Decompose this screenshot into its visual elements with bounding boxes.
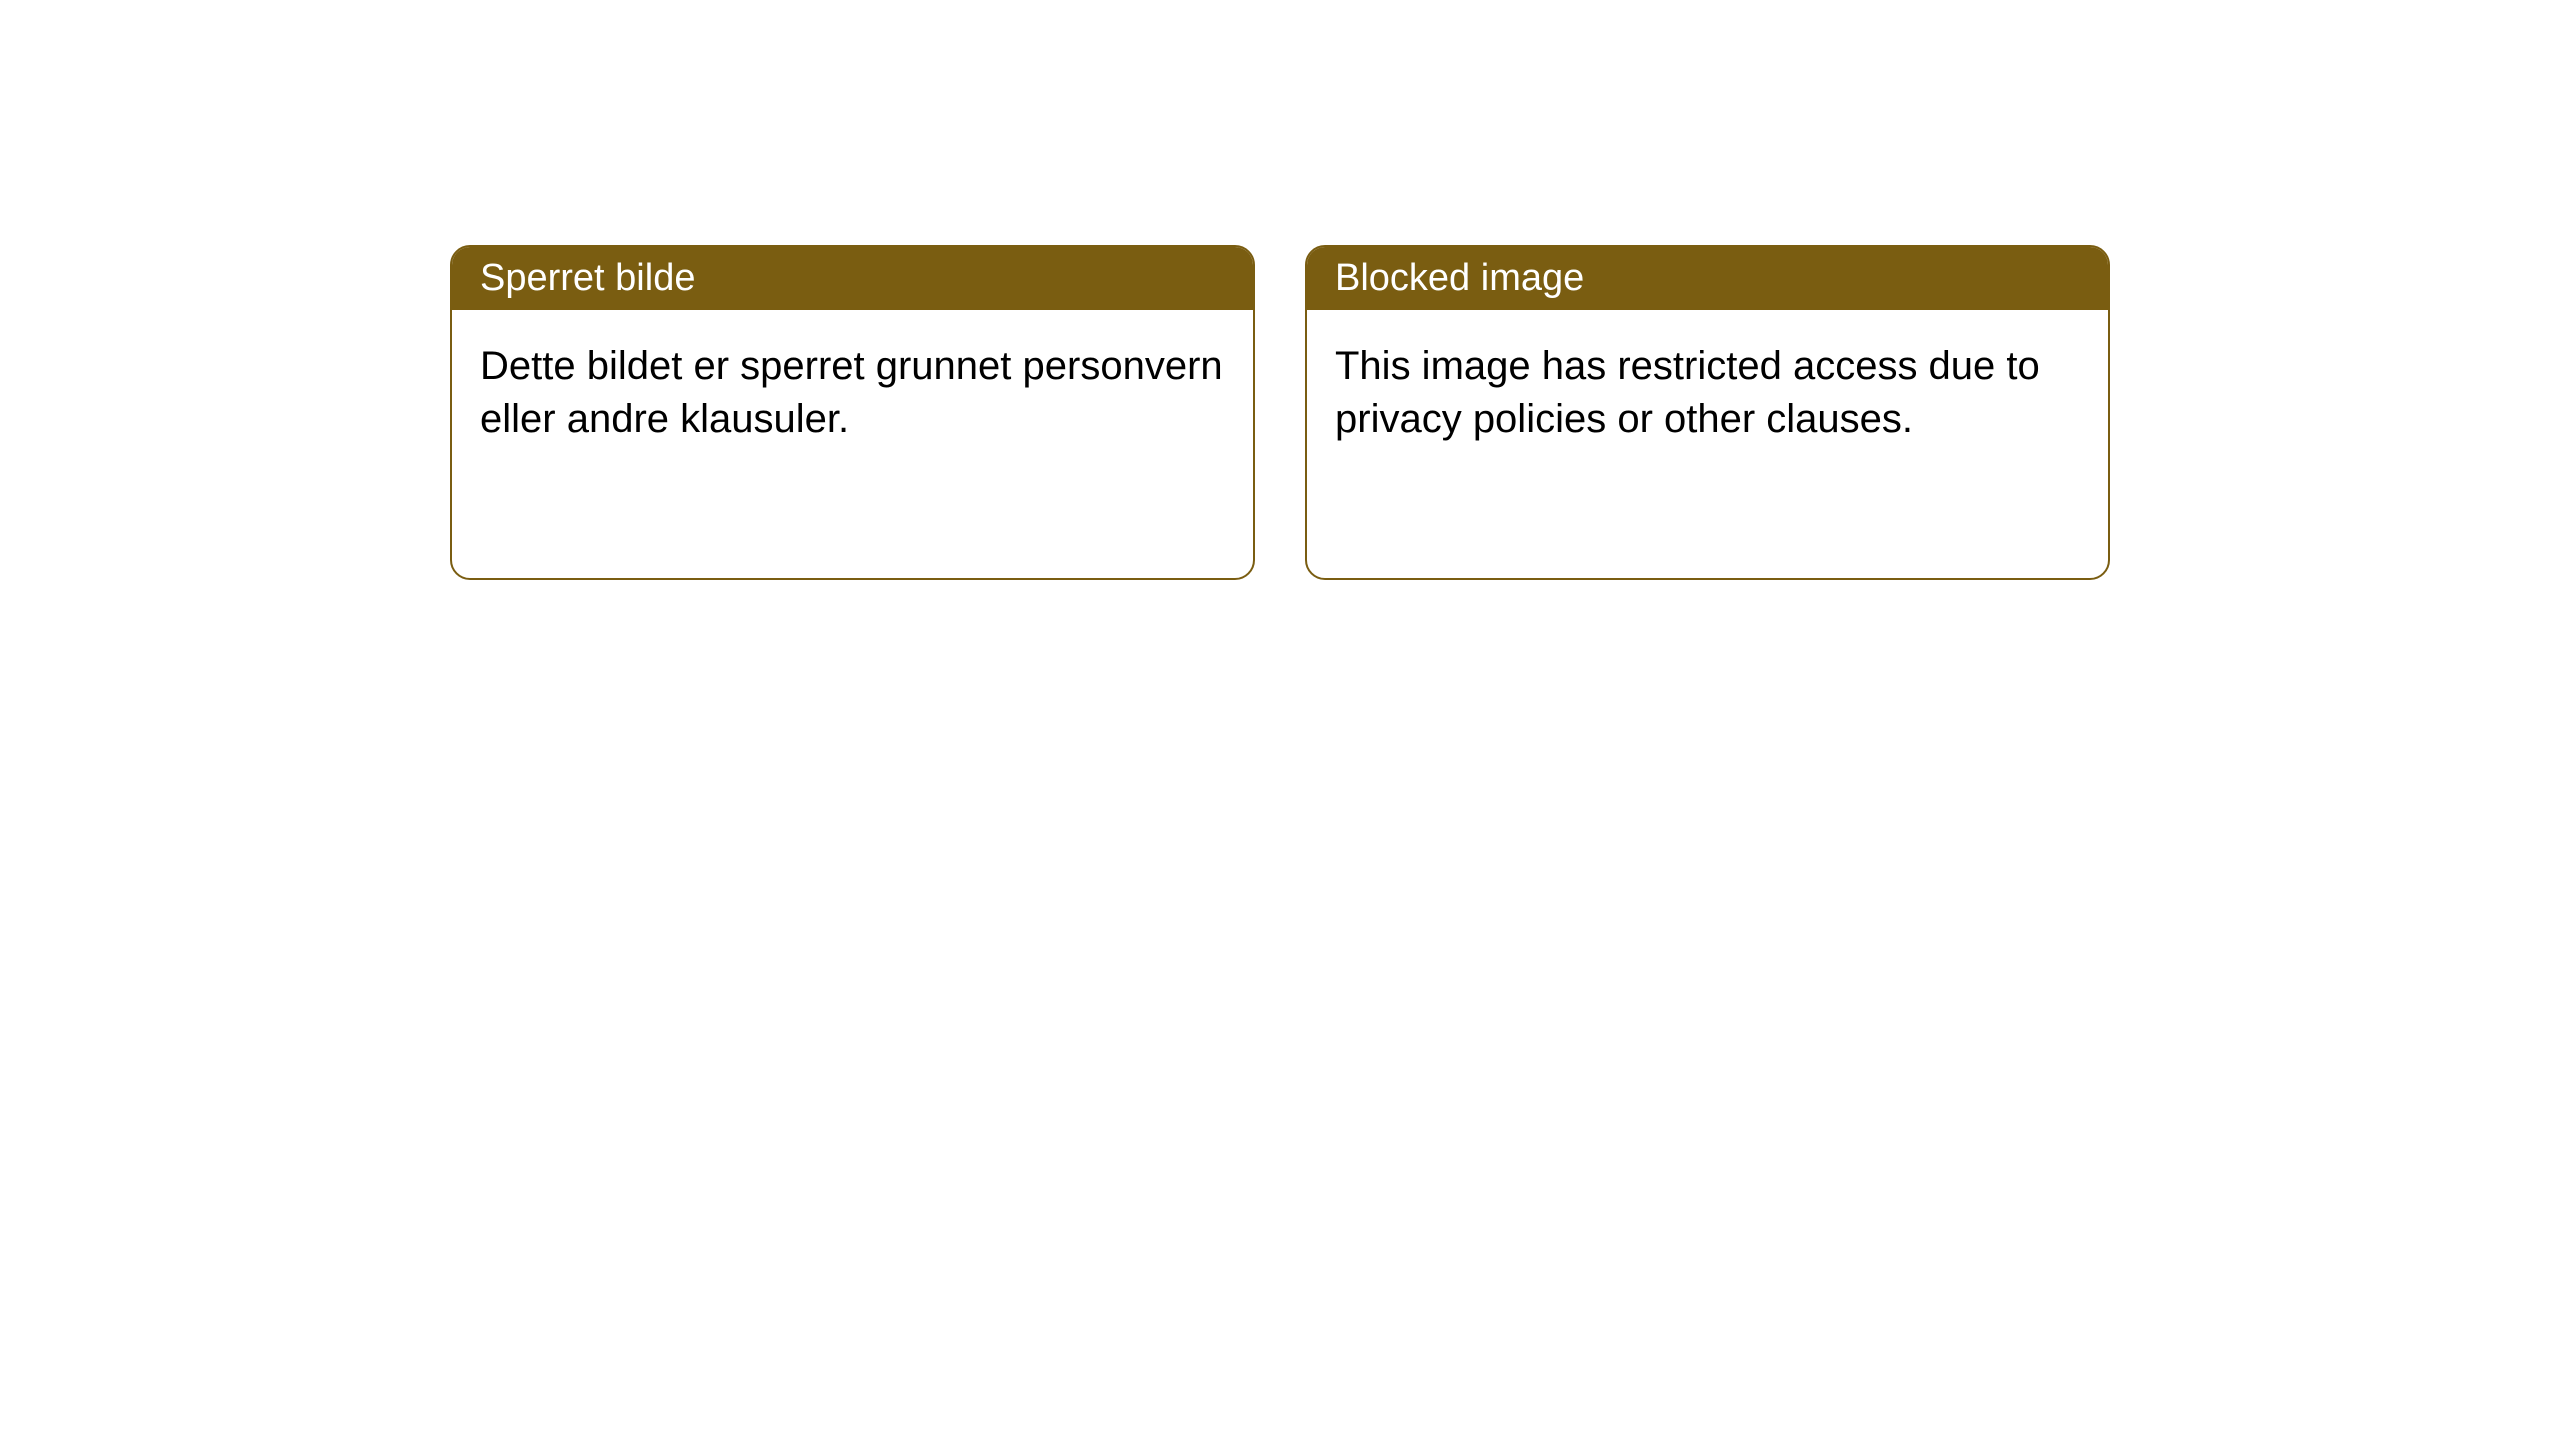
notice-title: Sperret bilde — [480, 257, 695, 299]
notice-body: Dette bildet er sperret grunnet personve… — [452, 310, 1253, 476]
notice-message: This image has restricted access due to … — [1335, 344, 2040, 441]
notice-body: This image has restricted access due to … — [1307, 310, 2108, 476]
notice-header: Blocked image — [1307, 247, 2108, 310]
notice-message: Dette bildet er sperret grunnet personve… — [480, 344, 1223, 441]
notices-container: Sperret bilde Dette bildet er sperret gr… — [0, 0, 2560, 580]
notice-box-norwegian: Sperret bilde Dette bildet er sperret gr… — [450, 245, 1255, 580]
notice-title: Blocked image — [1335, 257, 1584, 299]
notice-header: Sperret bilde — [452, 247, 1253, 310]
notice-box-english: Blocked image This image has restricted … — [1305, 245, 2110, 580]
